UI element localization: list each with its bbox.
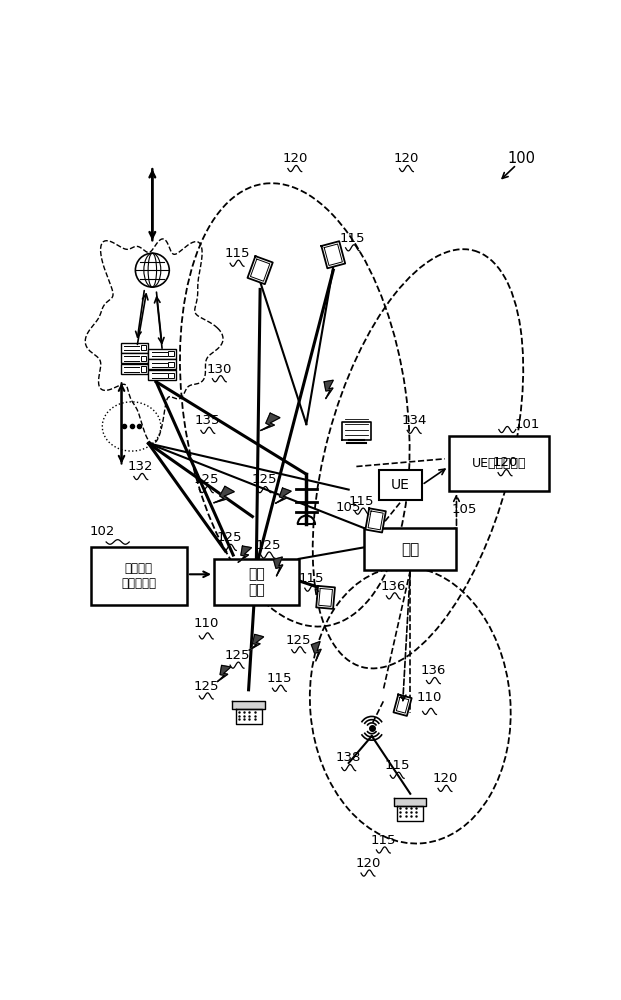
Polygon shape	[235, 709, 261, 724]
Bar	[214, 559, 299, 605]
Text: 110: 110	[417, 691, 442, 704]
Polygon shape	[217, 665, 231, 682]
Text: UE: UE	[391, 478, 410, 492]
Bar	[141, 356, 146, 361]
Text: 110: 110	[194, 617, 219, 630]
Text: 134: 134	[401, 414, 427, 427]
Text: 125: 125	[255, 539, 281, 552]
Polygon shape	[275, 488, 291, 503]
Text: 120: 120	[492, 456, 518, 470]
Text: 115: 115	[371, 834, 396, 847]
Polygon shape	[324, 380, 333, 399]
Bar	[120, 343, 148, 353]
Polygon shape	[321, 241, 345, 268]
Polygon shape	[394, 694, 412, 716]
Text: 基站: 基站	[401, 542, 419, 557]
Bar	[148, 370, 176, 380]
Text: 100: 100	[508, 151, 536, 166]
Text: 136: 136	[381, 580, 406, 593]
Text: 136: 136	[420, 664, 446, 677]
Text: 125: 125	[286, 634, 311, 647]
Bar	[168, 373, 174, 378]
Text: 130: 130	[207, 363, 232, 376]
Bar	[148, 359, 176, 369]
Text: 102: 102	[89, 525, 115, 538]
Text: 无线节点
通信管理器: 无线节点 通信管理器	[121, 562, 156, 590]
Polygon shape	[232, 701, 265, 709]
Polygon shape	[249, 634, 264, 650]
Text: 125: 125	[194, 680, 219, 693]
Polygon shape	[316, 586, 335, 609]
Polygon shape	[397, 806, 424, 821]
Text: 115: 115	[340, 232, 365, 245]
Text: 120: 120	[394, 152, 419, 165]
Bar	[168, 362, 174, 367]
Bar	[449, 436, 549, 491]
Bar	[141, 366, 146, 372]
Text: 120: 120	[282, 152, 307, 165]
Text: 120: 120	[355, 857, 381, 870]
Text: 115: 115	[349, 495, 374, 508]
Polygon shape	[273, 557, 283, 576]
Bar	[120, 364, 148, 374]
Text: 101: 101	[515, 418, 540, 431]
Text: 125: 125	[224, 649, 250, 662]
Polygon shape	[342, 422, 371, 440]
Polygon shape	[238, 546, 252, 562]
Text: 105: 105	[451, 503, 477, 516]
Text: 105: 105	[336, 501, 361, 514]
Text: 115: 115	[266, 672, 292, 685]
Polygon shape	[248, 256, 273, 284]
Bar	[364, 528, 456, 570]
Polygon shape	[214, 486, 234, 503]
Polygon shape	[394, 798, 427, 806]
Text: 125: 125	[252, 473, 277, 486]
Text: 125: 125	[194, 473, 219, 486]
Text: 无线
节点: 无线 节点	[248, 567, 265, 597]
Bar	[141, 345, 146, 350]
Text: 115: 115	[299, 572, 324, 585]
Text: 125: 125	[217, 531, 242, 544]
Text: UE通信管理器: UE通信管理器	[471, 457, 526, 470]
Polygon shape	[311, 641, 321, 661]
Text: 120: 120	[432, 772, 458, 785]
Text: 115: 115	[384, 759, 410, 772]
Bar	[379, 470, 422, 500]
Bar	[120, 353, 148, 363]
Bar	[168, 351, 174, 356]
Polygon shape	[260, 413, 280, 431]
Text: 132: 132	[128, 460, 153, 473]
Bar	[91, 547, 187, 605]
Text: 115: 115	[224, 247, 250, 260]
Text: 138: 138	[336, 751, 361, 764]
Bar	[148, 349, 176, 359]
Text: 135: 135	[195, 414, 220, 427]
Polygon shape	[365, 508, 386, 532]
